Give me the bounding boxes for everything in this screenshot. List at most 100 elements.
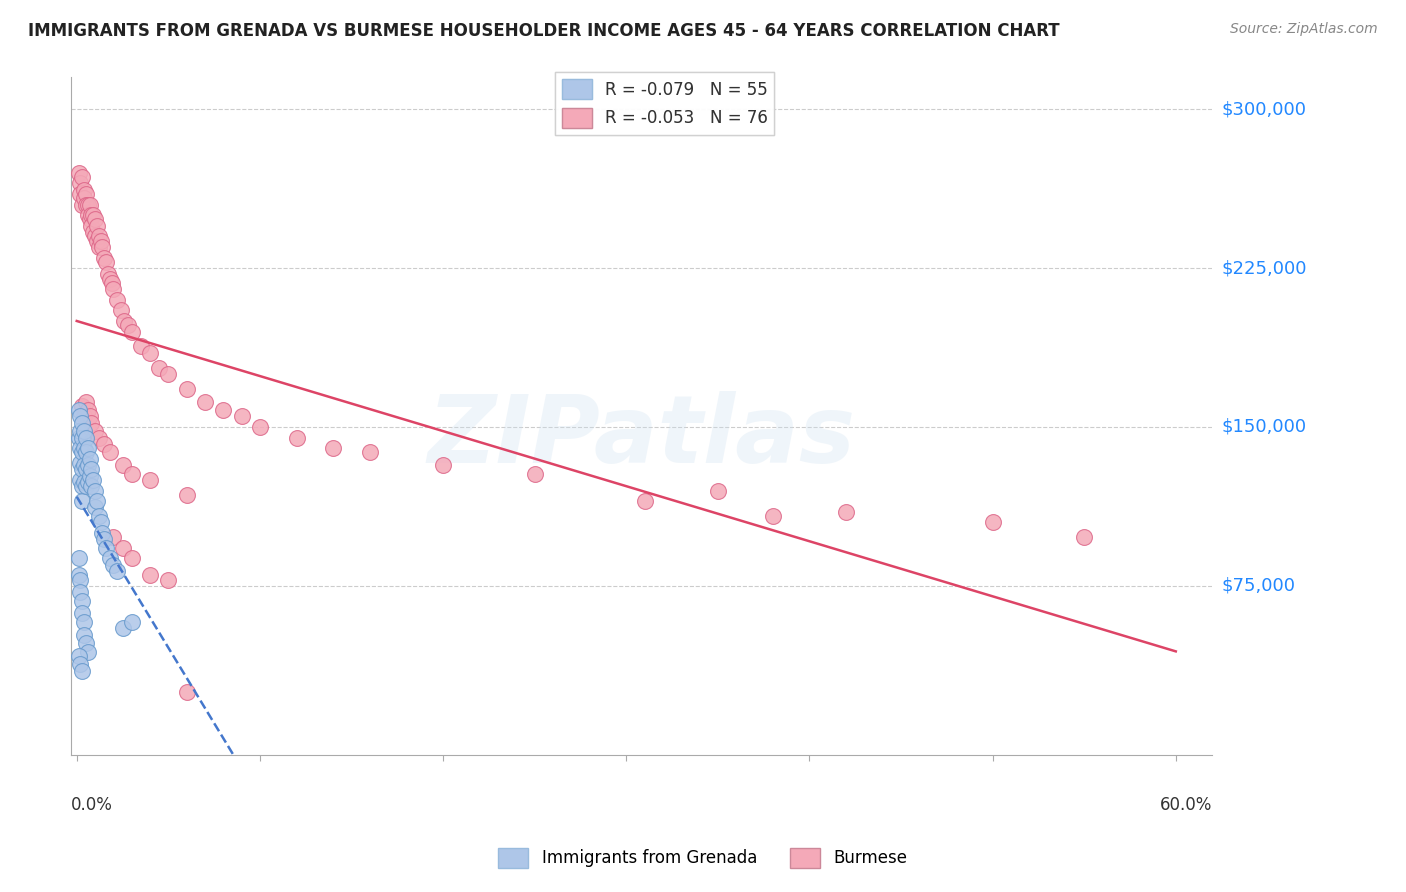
Point [86,494,108,508]
Point [86,219,108,233]
Point [87,431,110,445]
Point [70,664,93,678]
Point [121,551,143,566]
Point [76,208,98,222]
Point [82,225,104,239]
Point [76,403,98,417]
Point [94,254,117,268]
Point [73,615,96,629]
Point [75,445,97,459]
Point [432,458,454,472]
Point [194,394,217,409]
Point [70,399,93,413]
Point [139,568,162,582]
Text: $75,000: $75,000 [1222,577,1295,595]
Point [67,568,90,582]
Point [70,494,93,508]
Point [79,212,101,227]
Point [105,564,128,578]
Point [91,240,114,254]
Point [76,197,98,211]
Point [69,473,91,487]
Point [1073,530,1095,544]
Point [835,505,858,519]
Point [707,483,730,498]
Point [176,685,198,699]
Point [69,177,91,191]
Point [523,467,546,481]
Point [231,409,253,424]
Point [87,229,110,244]
Point [76,644,98,658]
Point [69,424,91,438]
Point [82,208,104,222]
Point [73,424,96,438]
Point [97,268,120,282]
Point [157,367,180,381]
Text: $300,000: $300,000 [1222,100,1306,119]
Point [359,445,381,459]
Point [70,593,93,607]
Point [87,240,110,254]
Point [73,409,96,424]
Point [129,339,152,353]
Point [70,169,93,184]
Point [80,219,103,233]
Point [93,533,115,547]
Text: ZIPatlas: ZIPatlas [427,391,856,483]
Point [157,573,180,587]
Point [79,409,101,424]
Point [67,551,90,566]
Point [84,212,107,227]
Text: $150,000: $150,000 [1222,418,1306,436]
Point [100,276,122,290]
Point [90,234,112,248]
Point [93,251,115,265]
Point [117,318,139,333]
Point [70,607,93,621]
Point [84,483,107,498]
Point [75,462,97,476]
Point [80,462,103,476]
Point [69,657,91,672]
Point [67,166,90,180]
Point [176,488,198,502]
Point [84,229,107,244]
Point [111,458,134,472]
Point [111,541,134,555]
Point [80,479,103,493]
Point [87,508,110,523]
Point [176,382,198,396]
Legend: Immigrants from Grenada, Burmese: Immigrants from Grenada, Burmese [492,841,914,875]
Point [73,441,96,455]
Point [91,525,114,540]
Point [86,234,108,248]
Point [98,551,121,566]
Text: IMMIGRANTS FROM GRENADA VS BURMESE HOUSEHOLDER INCOME AGES 45 - 64 YEARS CORRELA: IMMIGRANTS FROM GRENADA VS BURMESE HOUSE… [28,22,1060,40]
Point [70,462,93,476]
Point [103,530,125,544]
Point [93,437,115,451]
Point [98,445,121,459]
Point [80,416,103,430]
Point [73,183,96,197]
Point [70,197,93,211]
Point [82,473,104,487]
Point [75,636,97,650]
Point [112,314,135,328]
Point [70,479,93,493]
Point [249,420,271,434]
Point [79,468,101,483]
Point [69,573,91,587]
Text: $225,000: $225,000 [1222,259,1308,277]
Legend: R = -0.079   N = 55, R = -0.053   N = 76: R = -0.079 N = 55, R = -0.053 N = 76 [555,72,775,135]
Point [76,458,98,472]
Point [76,441,98,455]
Point [981,516,1004,530]
Point [70,445,93,459]
Point [67,431,90,445]
Point [111,621,134,635]
Text: Source: ZipAtlas.com: Source: ZipAtlas.com [1230,22,1378,37]
Text: 60.0%: 60.0% [1160,796,1212,814]
Point [73,475,96,489]
